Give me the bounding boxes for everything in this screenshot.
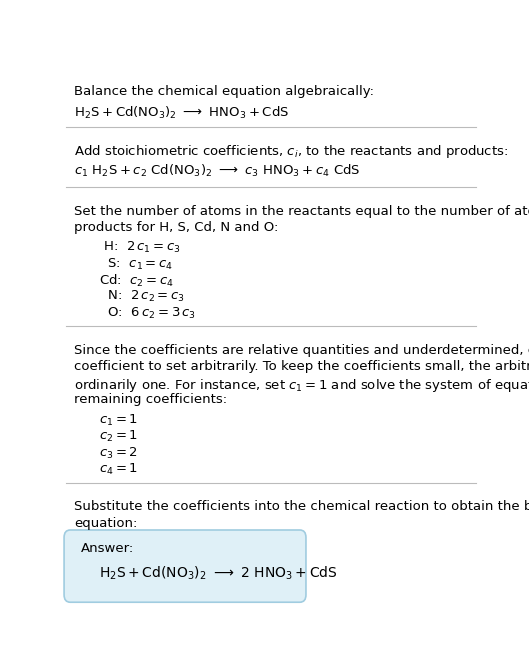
Text: Set the number of atoms in the reactants equal to the number of atoms in the: Set the number of atoms in the reactants… [74,204,529,217]
Text: ordinarily one. For instance, set $c_1 = 1$ and solve the system of equations fo: ordinarily one. For instance, set $c_1 =… [74,377,529,393]
Text: $c_3 = 2$: $c_3 = 2$ [99,446,138,461]
Text: Cd:  $c_2 = c_4$: Cd: $c_2 = c_4$ [99,273,174,289]
Text: remaining coefficients:: remaining coefficients: [74,393,227,406]
Text: $\mathrm{H_2S + Cd(NO_3)_2 \ \longrightarrow \ HNO_3 + CdS}$: $\mathrm{H_2S + Cd(NO_3)_2 \ \longrighta… [74,105,289,121]
Text: H:  $2\,c_1 = c_3$: H: $2\,c_1 = c_3$ [99,240,181,255]
Text: Add stoichiometric coefficients, $c_i$, to the reactants and products:: Add stoichiometric coefficients, $c_i$, … [74,144,508,160]
FancyBboxPatch shape [64,530,306,602]
Text: Since the coefficients are relative quantities and underdetermined, choose a: Since the coefficients are relative quan… [74,344,529,356]
Text: $c_2 = 1$: $c_2 = 1$ [99,430,138,444]
Text: O:  $6\,c_2 = 3\,c_3$: O: $6\,c_2 = 3\,c_3$ [99,306,196,321]
Text: Substitute the coefficients into the chemical reaction to obtain the balanced: Substitute the coefficients into the che… [74,500,529,513]
Text: N:  $2\,c_2 = c_3$: N: $2\,c_2 = c_3$ [99,289,185,305]
Text: $c_1 \ \mathrm{H_2S} + c_2 \ \mathrm{Cd(NO_3)_2} \ \longrightarrow \ c_3 \ \math: $c_1 \ \mathrm{H_2S} + c_2 \ \mathrm{Cd(… [74,163,361,179]
Text: Balance the chemical equation algebraically:: Balance the chemical equation algebraica… [74,85,375,98]
Text: coefficient to set arbitrarily. To keep the coefficients small, the arbitrary va: coefficient to set arbitrarily. To keep … [74,360,529,373]
Text: S:  $c_1 = c_4$: S: $c_1 = c_4$ [99,256,173,272]
Text: Answer:: Answer: [80,542,134,556]
Text: $c_1 = 1$: $c_1 = 1$ [99,413,138,428]
Text: products for H, S, Cd, N and O:: products for H, S, Cd, N and O: [74,221,279,234]
Text: equation:: equation: [74,516,138,529]
Text: $c_4 = 1$: $c_4 = 1$ [99,462,138,477]
Text: $\mathrm{H_2S + Cd(NO_3)_2 \ \longrightarrow \ 2\ HNO_3 + CdS}$: $\mathrm{H_2S + Cd(NO_3)_2 \ \longrighta… [99,565,338,582]
